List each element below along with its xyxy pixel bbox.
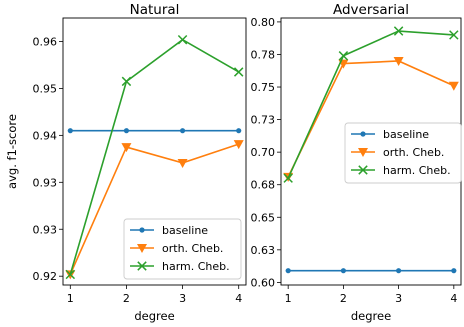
- legend-marker: [137, 244, 147, 253]
- chart-title: Adversarial: [333, 2, 409, 18]
- legend-box: [123, 218, 242, 280]
- legend-label: baseline: [383, 128, 429, 141]
- y-tick-label: 0.73: [251, 114, 276, 127]
- data-point: [123, 128, 130, 134]
- data-point: [177, 34, 188, 45]
- y-tick-label: 0.92: [33, 270, 58, 283]
- data-point: [285, 268, 291, 274]
- y-tick-label: 0.96: [33, 35, 58, 48]
- series-group: [65, 34, 244, 280]
- series-line-x: [69, 38, 240, 275]
- legend-label: baseline: [162, 224, 208, 237]
- legend-label: orth. Cheb.: [162, 242, 223, 255]
- x-tick-label: 3: [395, 292, 402, 305]
- data-point: [451, 268, 457, 274]
- x-tick-label: 4: [235, 292, 242, 305]
- chart-title: Natural: [130, 2, 180, 18]
- legend-label: orth. Cheb.: [383, 146, 444, 159]
- y-tick-label: 0.93: [33, 176, 58, 189]
- data-point: [283, 173, 293, 183]
- x-axis-label: degree: [351, 309, 391, 323]
- data-point: [177, 158, 188, 168]
- y-tick-label: 0.93: [33, 223, 58, 236]
- y-tick-label: 0.95: [33, 82, 58, 95]
- x-tick-label: 1: [67, 292, 74, 305]
- legend-marker: [360, 131, 366, 137]
- legend-label: harm. Cheb.: [162, 260, 230, 273]
- x-tick-label: 3: [179, 292, 186, 305]
- data-point: [449, 30, 459, 40]
- legend-marker: [358, 148, 368, 157]
- y-tick-label: 0.94: [33, 129, 58, 142]
- y-tick-label: 0.68: [251, 179, 276, 192]
- data-point: [67, 128, 73, 134]
- legend-label: harm. Cheb.: [383, 164, 451, 177]
- legend-marker: [358, 165, 368, 175]
- legend-marker: [137, 261, 147, 271]
- panel-0: Natural 1 2 3 4 degree 0.92 0.93 0.93 0.94 0.95 0.9…: [5, 2, 247, 323]
- data-point: [121, 76, 132, 87]
- legend: baseline orth. Cheb. harm. Cheb.: [344, 122, 462, 184]
- legend-box: [344, 122, 462, 184]
- y-tick-label: 0.65: [251, 211, 276, 224]
- panel-1: Adversarial 1 2 3 4 degree 0.60 0.63 0.65 0.68 0.7…: [251, 2, 462, 323]
- x-axis-label: degree: [134, 309, 174, 323]
- data-point: [121, 143, 132, 153]
- y-tick-label: 0.75: [251, 81, 276, 94]
- data-point: [236, 128, 242, 134]
- legend-marker: [139, 227, 145, 233]
- x-tick-label: 2: [340, 292, 347, 305]
- series-line-x: [287, 30, 454, 179]
- plot-frame: [62, 17, 247, 286]
- data-point: [393, 26, 404, 36]
- x-tick-label: 2: [123, 292, 130, 305]
- y-tick-label: 0.60: [251, 276, 276, 289]
- y-tick-label: 0.78: [251, 48, 276, 61]
- y-axis-label: avg. f1-score: [5, 114, 19, 189]
- data-point: [448, 81, 459, 91]
- y-tick-label: 0.63: [251, 244, 276, 257]
- data-point: [65, 269, 76, 280]
- data-point: [338, 51, 349, 61]
- data-point: [396, 268, 402, 274]
- data-point: [233, 67, 244, 77]
- data-point: [179, 128, 186, 134]
- data-point: [340, 268, 346, 274]
- y-tick-label: 0.70: [251, 146, 276, 159]
- series-line-triangle: [287, 60, 455, 178]
- series-group: [283, 26, 459, 274]
- data-point: [393, 56, 404, 66]
- x-tick-label: 1: [285, 292, 292, 305]
- y-tick-label: 0.80: [251, 16, 276, 29]
- legend: baseline orth. Cheb. harm. Cheb.: [123, 218, 242, 280]
- x-tick-label: 4: [450, 292, 457, 305]
- series-line-triangle: [69, 143, 239, 275]
- data-point: [233, 140, 244, 150]
